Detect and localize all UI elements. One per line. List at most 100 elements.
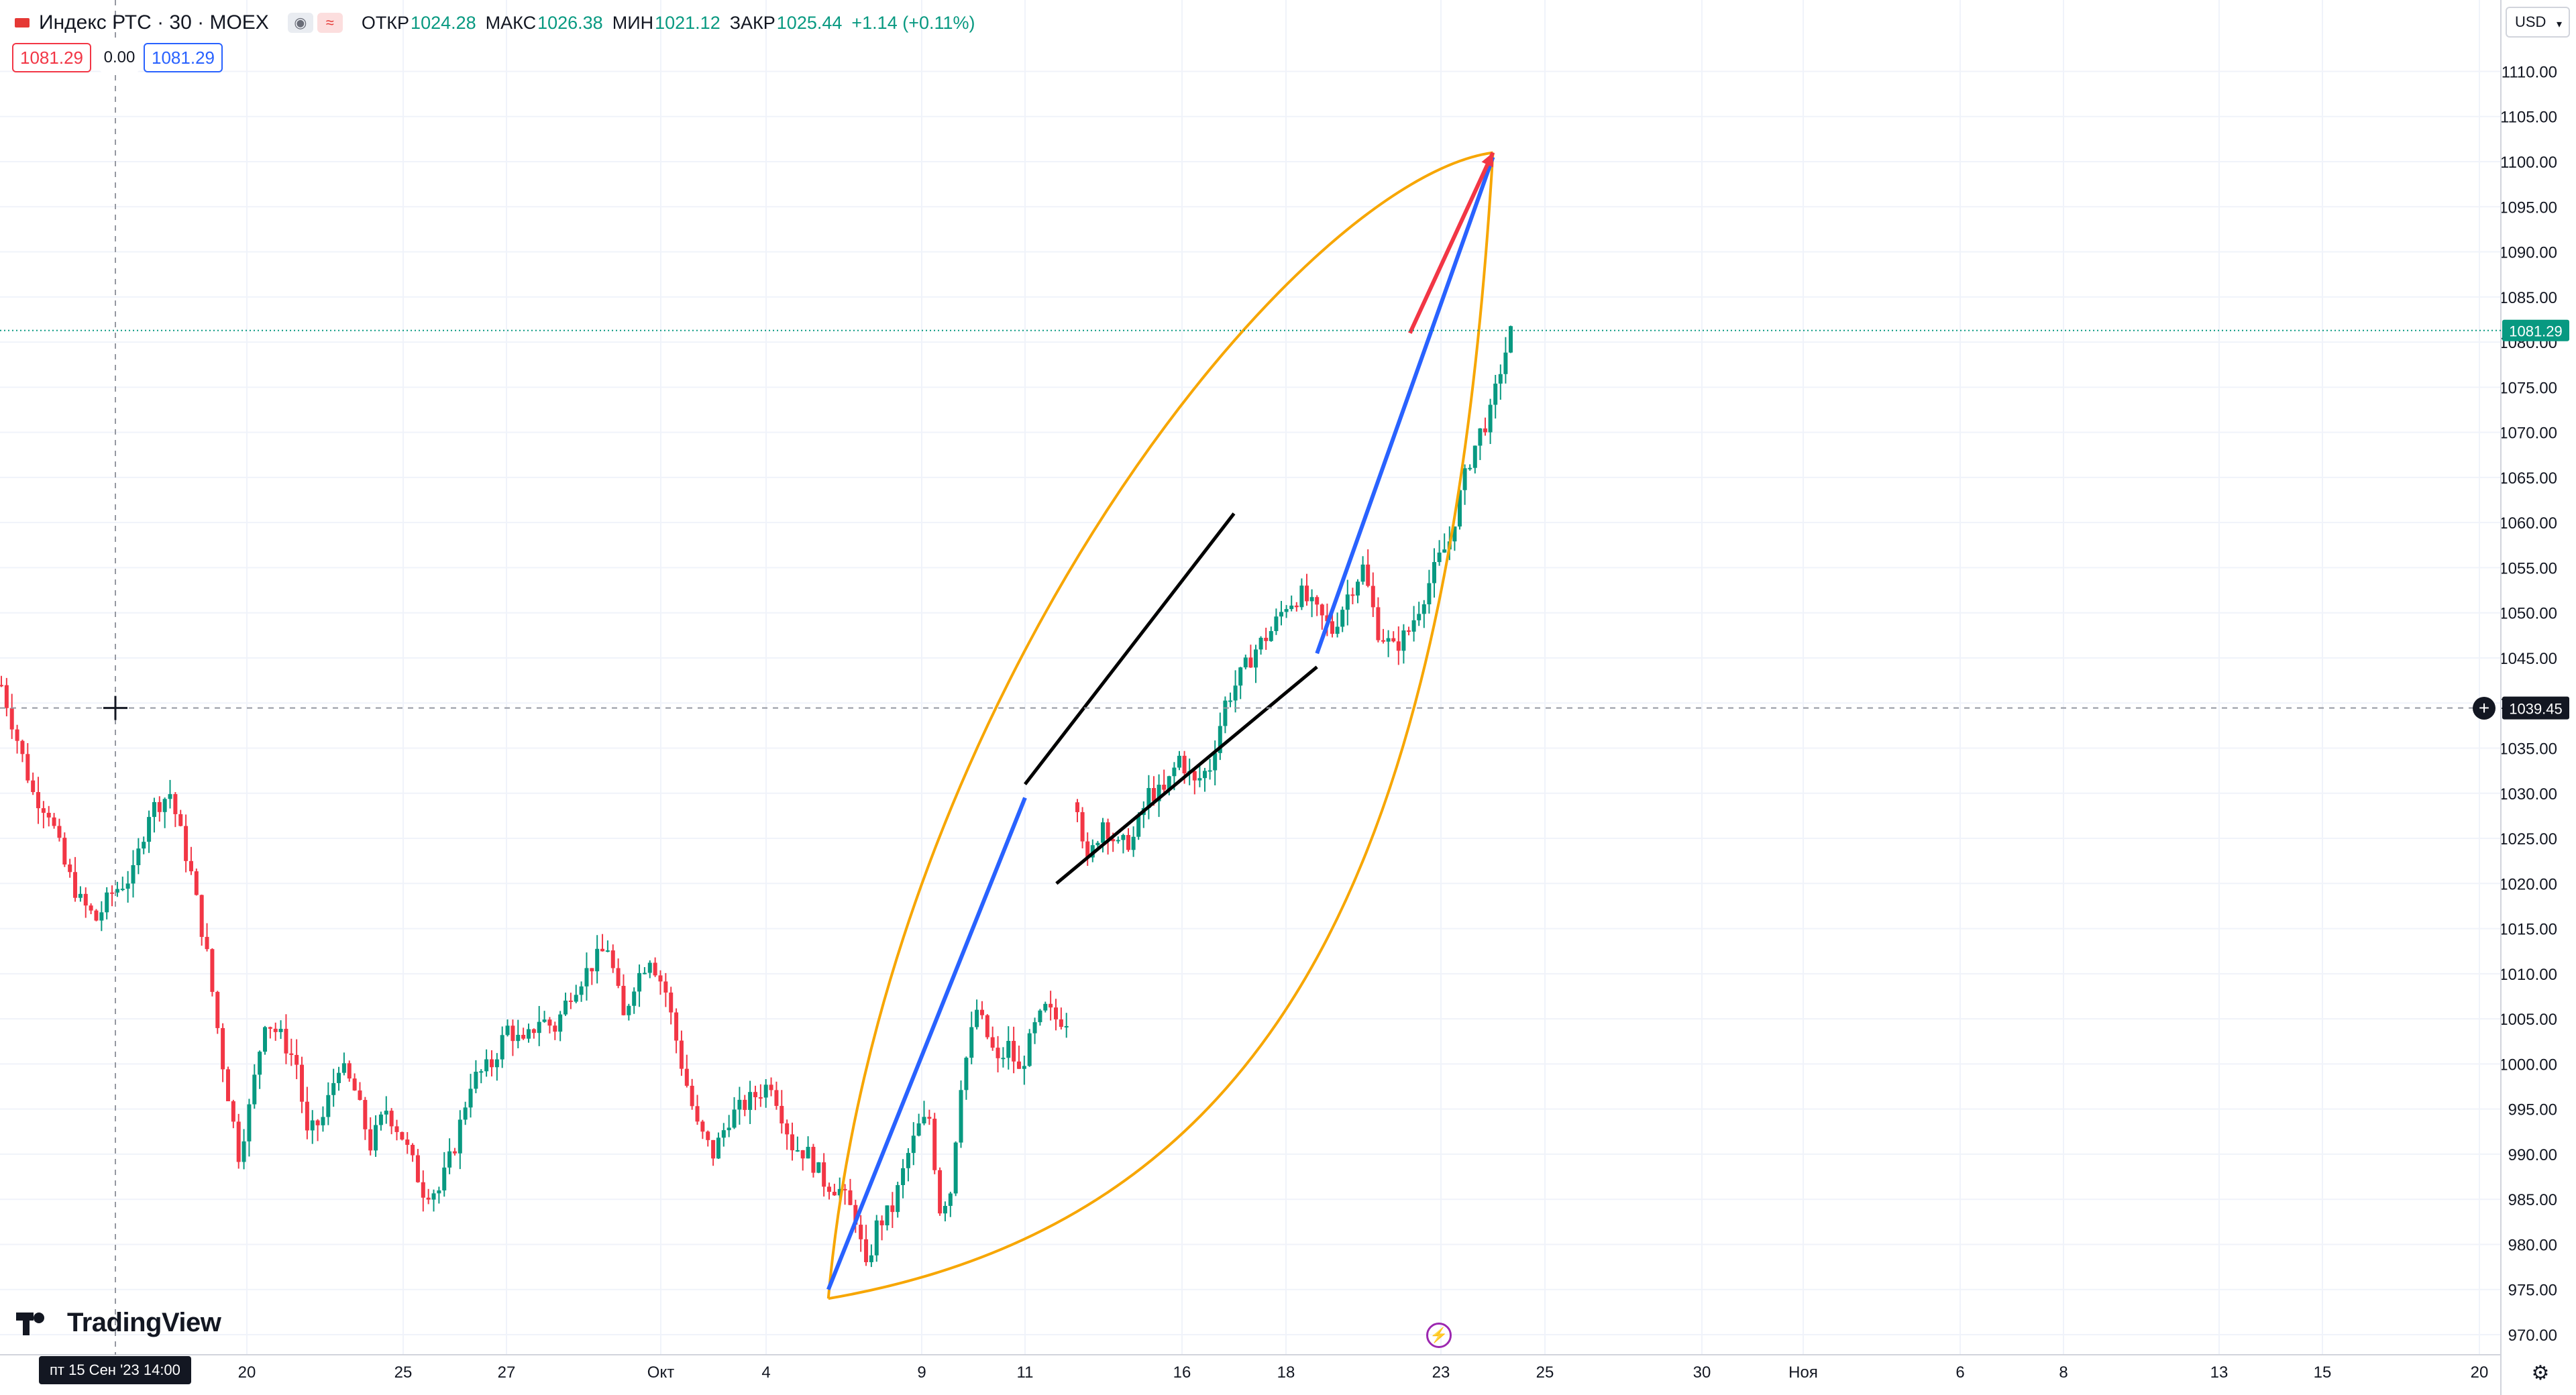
close-label: ЗАКР [729,12,775,33]
candle-body [479,1071,484,1073]
candle-body [1462,468,1467,490]
candle-body [347,1063,352,1079]
candle-body [938,1170,943,1214]
candle-body [136,848,141,865]
high-value: 1026.38 [537,12,603,33]
candle-body [859,1225,863,1239]
candle-body [236,1121,241,1162]
candle-body [1136,815,1141,837]
candle-body [975,1009,979,1027]
time-tick: Окт [647,1363,674,1382]
symbol-title[interactable]: Индекс РТС · 30 · MOEX [39,11,269,34]
candle-body [637,972,642,992]
price-tick: 1000.00 [2499,1056,2557,1074]
candle-body [1043,1003,1048,1011]
lightning-icon[interactable]: ⚡ [1426,1323,1452,1348]
candle-body [737,1099,742,1110]
candle-body [147,817,152,842]
candle-body [452,1151,457,1154]
buy-button[interactable]: 1081.29 [144,43,223,72]
candle-body [68,864,72,873]
candle-body [932,1119,937,1170]
candle-body [263,1027,267,1052]
candle-body [378,1114,383,1125]
price-tick: 1065.00 [2499,469,2557,488]
plus-circle-icon[interactable]: + [2473,696,2496,720]
time-axis: 20 25 27 Окт 4 9 11 16 18 23 25 30 Ноя 6 8 13 15 20 [0,1354,2501,1382]
chevron-down-icon: ▾ [2556,19,2562,30]
candle-body [1442,549,1447,553]
candle-body [52,817,56,826]
price-tick: 1045.00 [2499,650,2557,668]
candle-body [305,1101,309,1131]
tradingview-logo[interactable]: TradingView [16,1308,221,1338]
compare-icon[interactable]: ≈ [317,13,343,33]
candle-body [384,1111,388,1115]
candle-body [901,1168,906,1186]
candle-body [911,1135,916,1154]
candle-body [521,1034,526,1039]
candle-body [315,1120,320,1125]
candle-body [1309,597,1314,602]
candle-body [1381,640,1385,642]
candle-body [25,754,30,781]
candle-body [663,981,668,993]
candle-body [527,1029,531,1039]
currency-label: USD [2515,13,2546,30]
time-tick: 20 [2471,1363,2489,1382]
time-tick: 25 [1536,1363,1554,1382]
candle-body [885,1205,890,1225]
candle-body [790,1134,794,1151]
time-tick: 18 [1277,1363,1295,1382]
candle-body [516,1034,521,1042]
candle-body [1032,1022,1037,1034]
candle-body [774,1090,779,1106]
candle-body [511,1025,515,1042]
candle-body [1197,778,1202,781]
eye-icon[interactable]: ◉ [287,13,313,33]
candle-body [758,1097,763,1099]
candle-body [352,1078,357,1091]
time-tick: 4 [761,1363,770,1382]
price-tick: 980.00 [2508,1236,2557,1254]
candle-body [874,1220,879,1256]
currency-select[interactable]: USD ▾ [2506,7,2570,38]
candle-body [616,968,621,986]
candle-body [1325,615,1330,622]
spread-value: 0.00 [99,43,140,72]
candle-body [1085,841,1090,858]
candle-body [1376,607,1381,640]
candle-body [278,1029,283,1032]
candle-body [421,1182,425,1198]
time-tick: 9 [917,1363,926,1382]
candle-body [458,1119,462,1154]
candle-body [252,1074,257,1105]
candle-body [1254,649,1258,668]
candle-body [1027,1033,1032,1066]
candle-body [822,1162,826,1187]
candle-body [743,1099,747,1110]
candle-body [1396,641,1401,651]
candle-body [1417,614,1421,620]
candle-body [1064,1025,1069,1027]
candle-body [125,883,130,889]
candle-body [115,889,119,893]
gear-icon[interactable]: ⚙ [2531,1361,2550,1384]
crosshair-date-label: пт 15 Сен '23 14:00 [39,1356,191,1384]
price-tick: 1105.00 [2500,109,2557,127]
candle-body [368,1129,373,1151]
candle-body [1366,564,1371,586]
sell-button[interactable]: 1081.29 [12,43,91,72]
candle-body [1401,630,1406,651]
candle-body [1274,616,1279,631]
candle-body [1223,700,1228,726]
candle-body [162,799,167,812]
candle-body [1172,767,1177,777]
candle-body [0,685,3,687]
time-tick: 13 [2210,1363,2229,1382]
time-tick: 16 [1173,1363,1191,1382]
candle-body [447,1151,452,1168]
candle-body [1228,700,1232,702]
candle-body [168,794,172,799]
